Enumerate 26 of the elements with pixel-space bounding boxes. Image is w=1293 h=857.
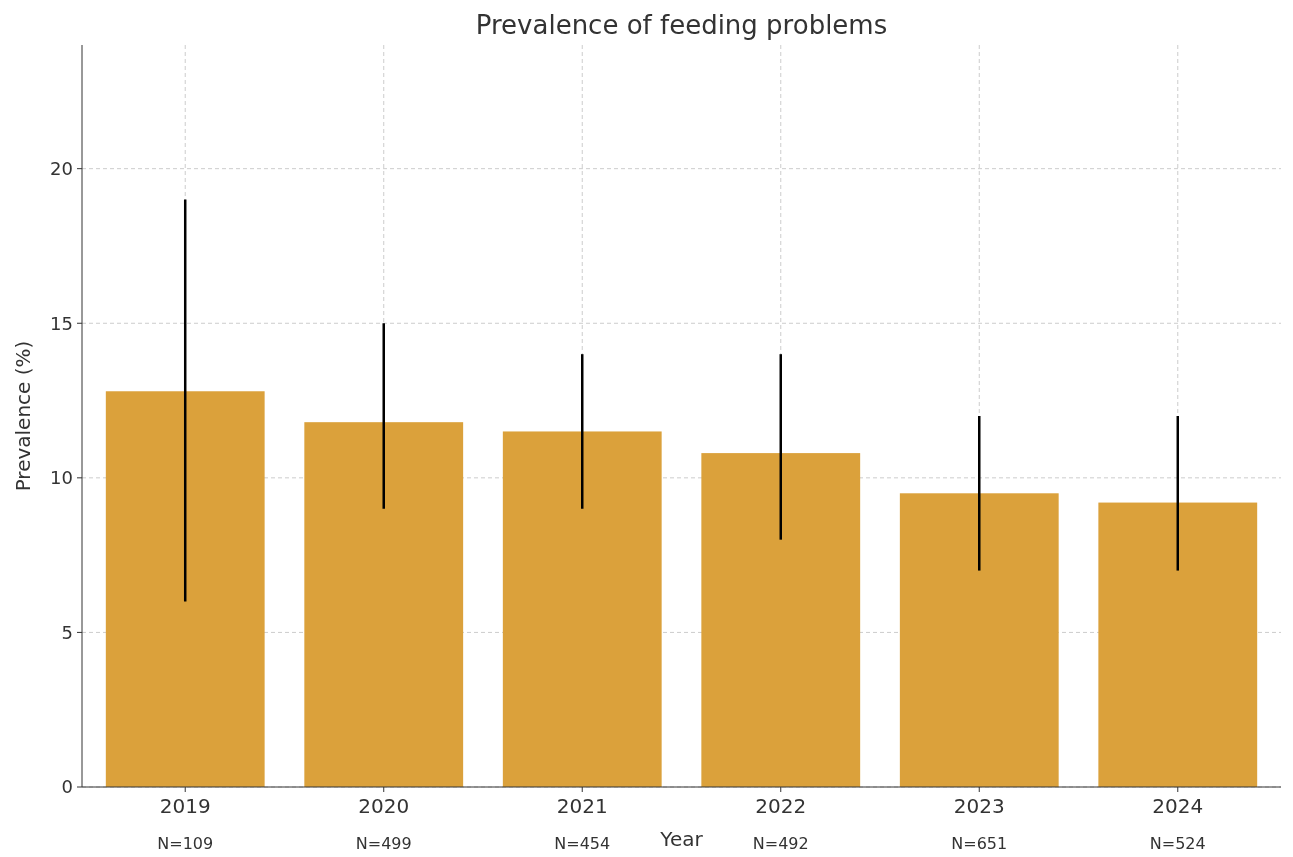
text: N=651 [951,834,1008,853]
bar [502,431,662,787]
bar [105,391,265,787]
x-tick-label: 2019 [159,794,211,818]
x-tick-label: 2023 [953,794,1005,818]
text: N=454 [554,834,611,853]
text: N=499 [355,834,412,853]
x-tick-label: 2022 [755,794,807,818]
bar [701,453,861,787]
text: N=492 [752,834,809,853]
chart-title: Prevalence of feeding problems [475,10,888,40]
text: N=109 [157,834,214,853]
y-tick-label: 20 [50,157,73,179]
x-tick-label: 2024 [1152,794,1204,818]
text: N=524 [1149,834,1206,853]
x-tick-label: 2020 [358,794,410,818]
bar [899,493,1059,787]
bar [304,422,464,787]
y-tick-label: 15 [50,312,73,334]
x-tick-label: 2021 [556,794,608,818]
y-tick-label: 5 [61,621,73,643]
y-tick-label: 10 [50,467,73,489]
y-axis-title: Prevalence (%) [11,340,35,492]
y-tick-label: 0 [61,776,73,798]
bar [1098,502,1258,787]
x-axis-title: Year [659,827,704,851]
